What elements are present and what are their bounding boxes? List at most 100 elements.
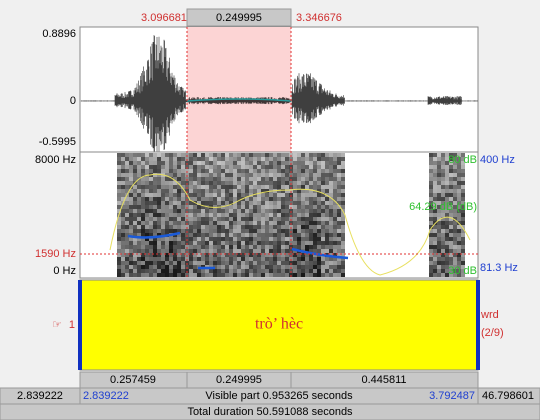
spectrogram-cell bbox=[241, 229, 245, 233]
tier-text[interactable]: trò’ hèc bbox=[255, 316, 303, 333]
spectrogram-cell bbox=[265, 237, 269, 241]
spectrogram-cell bbox=[205, 201, 209, 205]
spectrogram-cell bbox=[325, 217, 329, 221]
spectrogram-cell bbox=[285, 193, 289, 197]
tier-boundary bbox=[78, 280, 82, 370]
spectrogram-cell bbox=[245, 261, 249, 265]
spectrogram-cell bbox=[117, 189, 121, 193]
spectrogram-cell bbox=[305, 153, 309, 157]
spectrogram-cell bbox=[169, 229, 173, 233]
spectrogram-cell bbox=[201, 249, 205, 253]
spectrogram-cell bbox=[181, 153, 185, 157]
spectrogram-cell bbox=[329, 161, 333, 165]
spectrogram-cell bbox=[341, 269, 345, 273]
spectrogram-cell bbox=[285, 157, 289, 161]
spectrogram-cell bbox=[217, 193, 221, 197]
spectrogram-cell bbox=[169, 213, 173, 217]
spectrogram-cell bbox=[117, 161, 121, 165]
spectrogram-cell bbox=[173, 265, 177, 269]
spectrogram-cell bbox=[301, 201, 305, 205]
spectrogram-cell bbox=[337, 177, 341, 181]
spectrogram-cell bbox=[225, 173, 229, 177]
spectrogram-cell bbox=[297, 221, 301, 225]
spectrogram-cell bbox=[285, 213, 289, 217]
spectrogram-cell bbox=[181, 245, 185, 249]
spectrogram-cell bbox=[165, 161, 169, 165]
spectrogram-cell bbox=[121, 225, 125, 229]
spectrogram-cell bbox=[253, 161, 257, 165]
spectrogram-cell bbox=[301, 229, 305, 233]
spectrogram-cell bbox=[205, 185, 209, 189]
spectrogram-cell bbox=[225, 249, 229, 253]
spectrogram-cell bbox=[237, 265, 241, 269]
spectrogram-cell bbox=[461, 189, 465, 193]
spectrogram-cell bbox=[181, 181, 185, 185]
spectrogram-cell bbox=[229, 225, 233, 229]
spectrogram-cell bbox=[129, 197, 133, 201]
spectrogram-cell bbox=[189, 209, 193, 213]
spectrogram-cell bbox=[337, 189, 341, 193]
spectrogram-cell bbox=[277, 213, 281, 217]
spectrogram-cell bbox=[341, 181, 345, 185]
spectrogram-cell bbox=[329, 217, 333, 221]
spectrogram-cell bbox=[165, 241, 169, 245]
spectrogram-cell bbox=[205, 177, 209, 181]
tier-count: (2/9) bbox=[481, 327, 504, 339]
spectrogram-cell bbox=[313, 201, 317, 205]
spectrogram-cell bbox=[201, 161, 205, 165]
spectrogram-cell bbox=[269, 157, 273, 161]
spectrogram-cell bbox=[153, 221, 157, 225]
spectrogram-cell bbox=[129, 173, 133, 177]
spectrogram-cell bbox=[453, 233, 457, 237]
spectrogram-cell bbox=[149, 177, 153, 181]
spectrogram-cell bbox=[197, 153, 201, 157]
spectrogram-cell bbox=[241, 161, 245, 165]
spectrogram-cell bbox=[177, 205, 181, 209]
spectrogram-cell bbox=[257, 213, 261, 217]
spectrogram-cell bbox=[325, 261, 329, 265]
spectrogram-cell bbox=[317, 269, 321, 273]
spectrogram-cell bbox=[277, 157, 281, 161]
spectrogram-cell bbox=[437, 165, 441, 169]
spectrogram-cell bbox=[177, 237, 181, 241]
spectrogram-cell bbox=[241, 201, 245, 205]
spectrogram-cell bbox=[173, 229, 177, 233]
spectrogram-cell bbox=[273, 265, 277, 269]
spectrogram-cell bbox=[145, 209, 149, 213]
spectrogram-cell bbox=[433, 173, 437, 177]
spectrogram-cell bbox=[253, 237, 257, 241]
spectrogram-cell bbox=[301, 257, 305, 261]
spectrogram-cell bbox=[309, 205, 313, 209]
spectrogram-cell bbox=[229, 189, 233, 193]
spectrogram-cell bbox=[117, 221, 121, 225]
spectrogram-cell bbox=[141, 161, 145, 165]
spectrogram-cell bbox=[209, 213, 213, 217]
spectrogram-cell bbox=[265, 261, 269, 265]
spectrogram-cell bbox=[261, 157, 265, 161]
spectrogram-cell bbox=[449, 257, 453, 261]
spectrogram-cell bbox=[125, 237, 129, 241]
spectrogram-cell bbox=[317, 249, 321, 253]
spectrogram-cell bbox=[261, 257, 265, 261]
spectrogram-cell bbox=[141, 273, 145, 277]
spectrogram-cell bbox=[133, 261, 137, 265]
spectrogram-cell bbox=[229, 205, 233, 209]
spectrogram-cell bbox=[189, 205, 193, 209]
spectrogram-cell bbox=[169, 201, 173, 205]
spectrogram-cell bbox=[213, 177, 217, 181]
spectrogram-cell bbox=[273, 177, 277, 181]
spectrogram-cell bbox=[221, 185, 225, 189]
spectrogram-cell bbox=[233, 153, 237, 157]
spectrogram-cell bbox=[209, 177, 213, 181]
spectrogram-cell bbox=[437, 185, 441, 189]
spectrogram-cell bbox=[277, 197, 281, 201]
spectrogram-cell bbox=[121, 229, 125, 233]
spectrogram-cell bbox=[441, 265, 445, 269]
spectrogram-cell bbox=[305, 161, 309, 165]
spectrogram-cell bbox=[217, 261, 221, 265]
spectrogram-cell bbox=[165, 229, 169, 233]
spectrogram-cell bbox=[309, 273, 313, 277]
spectrogram-cell bbox=[281, 197, 285, 201]
spectrogram-cell bbox=[153, 225, 157, 229]
spectrogram-cell bbox=[129, 257, 133, 261]
